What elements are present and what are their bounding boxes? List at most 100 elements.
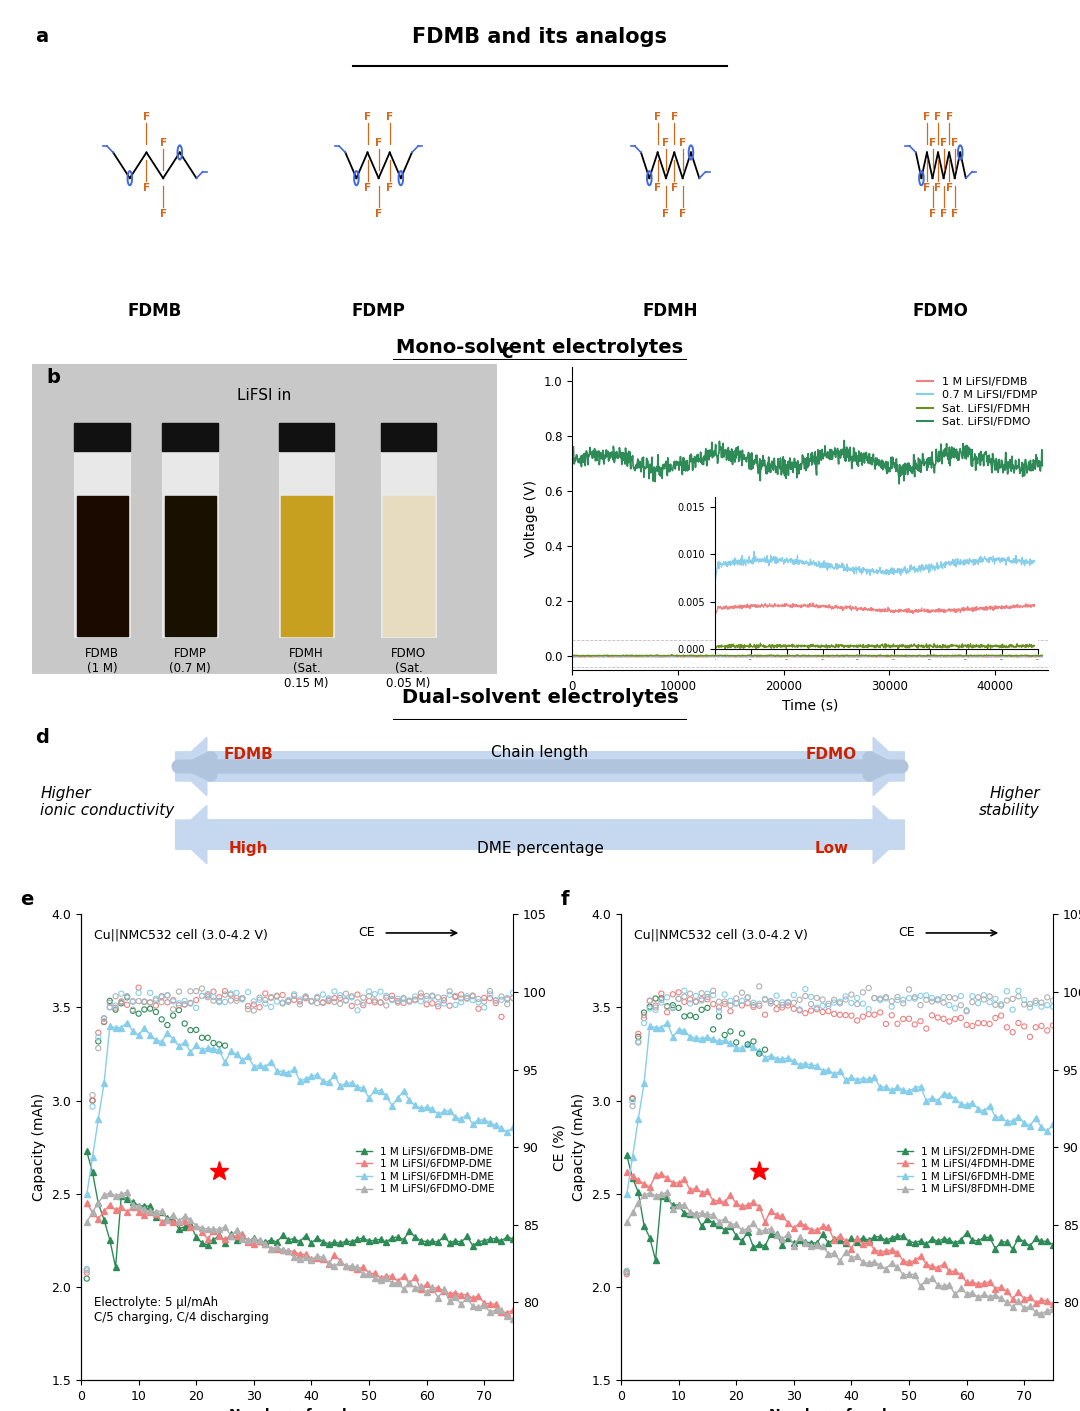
Text: Cu||NMC532 cell (3.0-4.2 V): Cu||NMC532 cell (3.0-4.2 V): [94, 928, 268, 941]
Point: [877, 988, 894, 1010]
Point: [292, 989, 309, 1012]
Point: [188, 979, 205, 1002]
Text: F: F: [934, 111, 942, 123]
Point: [211, 1033, 228, 1055]
Point: [95, 1007, 112, 1030]
Point: [492, 989, 510, 1012]
Text: DME percentage: DME percentage: [476, 841, 604, 856]
Point: [704, 993, 721, 1016]
Point: [866, 986, 883, 1009]
Text: F: F: [951, 209, 958, 219]
Point: [119, 986, 136, 1009]
Point: [124, 999, 141, 1022]
Point: [1010, 1012, 1027, 1034]
Text: c: c: [501, 343, 513, 361]
Point: [681, 988, 699, 1010]
Point: [797, 978, 814, 1000]
Point: [211, 991, 228, 1013]
Point: [1039, 993, 1056, 1016]
Point: [975, 983, 993, 1006]
Point: [124, 999, 141, 1022]
Bar: [75, 452, 130, 638]
Text: F: F: [929, 138, 936, 148]
Point: [676, 991, 693, 1013]
Point: [464, 989, 482, 1012]
Point: [860, 1003, 877, 1026]
Point: [721, 1000, 739, 1023]
Point: [280, 989, 297, 1012]
Point: [832, 992, 849, 1015]
Point: [95, 1010, 112, 1033]
Point: [102, 992, 119, 1015]
Point: [745, 996, 762, 1019]
Point: [762, 989, 780, 1012]
Point: [797, 1002, 814, 1024]
Point: [854, 992, 872, 1015]
Point: [458, 988, 475, 1010]
Point: [193, 1026, 211, 1048]
Point: [332, 986, 349, 1009]
Point: [780, 991, 797, 1013]
Point: [693, 999, 711, 1022]
Point: [147, 988, 164, 1010]
Point: [981, 1013, 998, 1036]
Text: F: F: [929, 209, 936, 219]
Point: [378, 985, 395, 1007]
Point: [418, 985, 435, 1007]
Point: [659, 986, 676, 1009]
Point: [780, 995, 797, 1017]
Text: FDMB and its analogs: FDMB and its analogs: [413, 27, 667, 47]
Point: [233, 988, 251, 1010]
Point: [1039, 1019, 1056, 1041]
Point: [785, 992, 802, 1015]
Point: [825, 992, 842, 1015]
Point: [337, 989, 354, 1012]
Text: F: F: [364, 183, 372, 193]
Point: [423, 992, 441, 1015]
Point: [780, 992, 797, 1015]
Point: [1044, 995, 1062, 1017]
Point: [78, 1259, 95, 1281]
Point: [188, 996, 205, 1019]
Point: [378, 995, 395, 1017]
Point: [1044, 989, 1062, 1012]
Point: [739, 1033, 756, 1055]
Point: [906, 1013, 923, 1036]
Point: [958, 1000, 975, 1023]
Point: [699, 996, 716, 1019]
Point: [923, 991, 941, 1013]
Point: [320, 989, 337, 1012]
Point: [820, 995, 837, 1017]
Text: FDMP
(0.7 M): FDMP (0.7 M): [170, 646, 212, 674]
Text: F: F: [375, 138, 382, 148]
Point: [430, 992, 447, 1015]
Point: [337, 982, 354, 1005]
Bar: [162, 452, 218, 638]
Point: [652, 989, 670, 1012]
Point: [1022, 993, 1039, 1016]
Point: [112, 991, 130, 1013]
Point: [975, 1012, 993, 1034]
Point: [630, 1023, 647, 1046]
Point: [1027, 1016, 1044, 1038]
Point: [953, 985, 970, 1007]
Point: [768, 998, 785, 1020]
Point: [130, 982, 147, 1005]
Text: Mono-solvent electrolytes: Mono-solvent electrolytes: [396, 337, 684, 357]
Point: [751, 995, 768, 1017]
Text: Dual-solvent electrolytes: Dual-solvent electrolytes: [402, 689, 678, 707]
Text: Low: Low: [814, 841, 849, 856]
Legend: 1 M LiFSI/2FDMH-DME, 1 M LiFSI/4FDMH-DME, 1 M LiFSI/6FDMH-DME, 1 M LiFSI/8FDMH-D: 1 M LiFSI/2FDMH-DME, 1 M LiFSI/4FDMH-DME…: [893, 1143, 1039, 1198]
Point: [292, 993, 309, 1016]
Point: [808, 998, 825, 1020]
Point: [681, 1005, 699, 1027]
FancyArrow shape: [176, 806, 904, 864]
Point: [102, 996, 119, 1019]
Point: [297, 986, 314, 1009]
Point: [849, 986, 866, 1009]
Point: [112, 992, 130, 1015]
Point: [963, 985, 981, 1007]
Text: Chain length: Chain length: [491, 745, 589, 761]
Point: [642, 995, 659, 1017]
Point: [233, 986, 251, 1009]
